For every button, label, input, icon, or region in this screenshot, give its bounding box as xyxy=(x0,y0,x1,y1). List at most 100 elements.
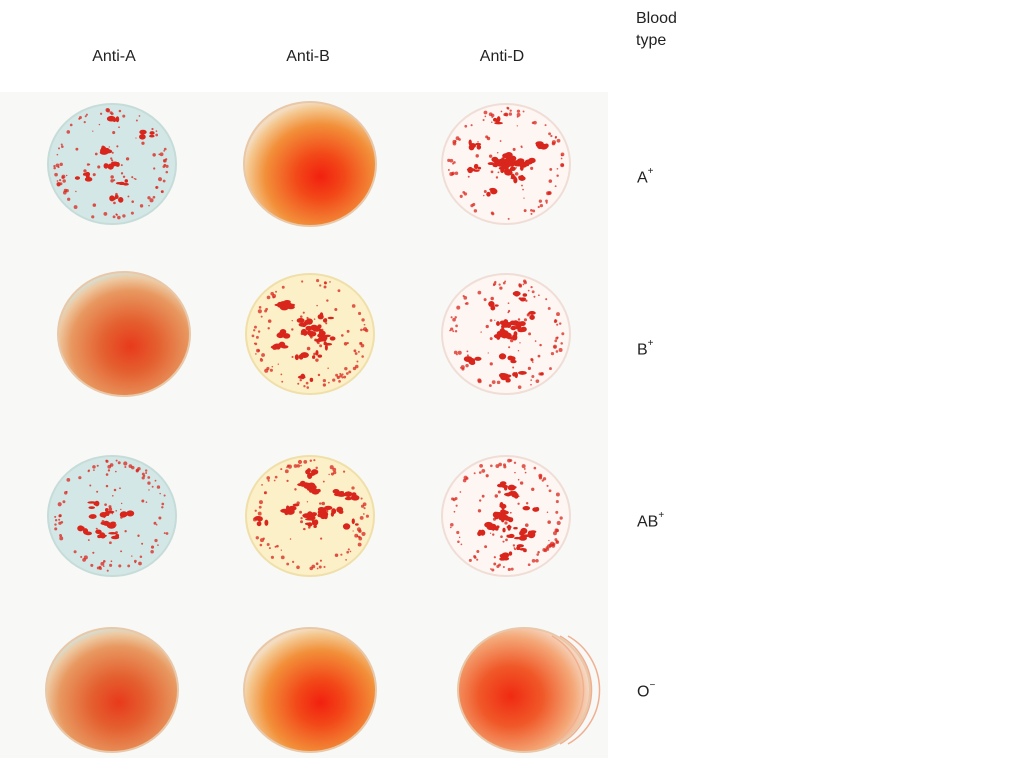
agglutinate-speck xyxy=(453,350,458,355)
agglutinate-clump xyxy=(499,557,506,561)
agglutinate-speck xyxy=(316,304,318,307)
agglutinate-speck xyxy=(450,522,454,527)
agglutinate-speck xyxy=(92,465,96,469)
agglutinate-clump xyxy=(474,356,482,361)
agglutinate-speck xyxy=(360,497,363,500)
agglutinate-speck xyxy=(454,330,458,333)
agglutinate-speck xyxy=(335,373,339,377)
agglutinate-speck xyxy=(510,517,513,520)
agglutinate-clump xyxy=(522,505,531,511)
agglutinate-speck xyxy=(321,501,326,506)
agglutinate-clump xyxy=(112,535,118,539)
row-label-a-positive: A+ xyxy=(637,166,654,187)
agglutinate-speck xyxy=(105,484,109,488)
agglutinate-speck xyxy=(316,567,319,570)
agglutinate-speck xyxy=(280,555,285,560)
agglutinate-speck xyxy=(99,112,103,115)
agglutinate-clump xyxy=(508,533,515,539)
agglutinate-speck xyxy=(322,378,327,383)
agglutinate-speck xyxy=(108,507,113,511)
agglutinate-clump xyxy=(475,142,482,146)
agglutinate-speck xyxy=(61,145,64,148)
agglutinate-speck xyxy=(518,495,520,497)
agglutinate-speck xyxy=(362,328,365,331)
agglutinate-speck xyxy=(98,123,101,126)
agglutinate-speck xyxy=(266,295,271,300)
agglutinate-clump xyxy=(473,169,480,172)
agglutinate-speck xyxy=(62,179,66,183)
agglutinate-speck xyxy=(527,563,531,567)
agglutinate-clump xyxy=(119,511,127,518)
agglutinate-speck xyxy=(291,319,293,322)
agglutinate-speck xyxy=(489,362,493,366)
agglutinate-speck xyxy=(512,147,516,151)
agglutinate-clump xyxy=(490,188,498,195)
agglutinate-speck xyxy=(455,136,460,141)
agglutinate-speck xyxy=(530,166,534,170)
agglutinate-speck xyxy=(306,512,310,516)
agglutinate-speck xyxy=(155,523,158,526)
agglutinate-speck xyxy=(310,513,313,515)
agglutinate-speck xyxy=(316,279,320,283)
agglutinate-speck xyxy=(101,520,105,524)
agglutinate-speck xyxy=(523,197,525,199)
agglutinate-speck xyxy=(125,157,130,161)
agglutinate-speck xyxy=(454,316,457,319)
agglutinate-speck xyxy=(299,510,303,514)
agglutinate-speck xyxy=(289,538,292,540)
agglutinate-speck xyxy=(523,467,526,470)
agglutinate-speck xyxy=(362,502,367,507)
agglutinate-clump xyxy=(344,496,353,501)
agglutinate-speck xyxy=(449,526,452,529)
agglutinate-speck xyxy=(273,479,276,482)
agglutinate-speck xyxy=(319,344,323,348)
agglutinate-speck xyxy=(325,322,328,325)
agglutinate-clump xyxy=(106,522,112,528)
agglutinate-speck xyxy=(78,476,82,480)
agglutinate-clump xyxy=(468,357,476,365)
agglutinate-speck xyxy=(75,190,77,193)
agglutinate-speck xyxy=(141,499,145,503)
agglutinate-speck xyxy=(78,117,81,120)
agglutinate-clump xyxy=(114,194,119,199)
agglutinate-clump xyxy=(499,553,506,558)
agglutinate-speck xyxy=(308,511,310,514)
agglutinate-speck xyxy=(546,484,549,487)
agglutinate-speck xyxy=(271,365,274,368)
agglutinate-speck xyxy=(65,174,68,177)
agglutinate-clump xyxy=(112,117,117,123)
agglutinate-speck xyxy=(478,471,482,474)
agglutinate-speck xyxy=(320,537,323,540)
agglutinate-speck xyxy=(365,514,369,518)
agglutinate-speck xyxy=(111,159,114,162)
agglutinate-speck xyxy=(455,504,458,507)
agglutinate-speck xyxy=(300,520,304,524)
agglutinate-speck xyxy=(514,471,516,474)
agglutinate-speck xyxy=(315,562,319,566)
agglutinate-clump xyxy=(467,166,474,174)
agglutinate-speck xyxy=(528,332,532,336)
agglutinate-speck xyxy=(124,530,127,533)
agglutinate-speck xyxy=(329,465,334,470)
agglutinate-speck xyxy=(504,521,508,525)
agglutinate-speck xyxy=(535,379,540,384)
agglutinate-speck xyxy=(483,189,487,193)
agglutinate-speck xyxy=(296,464,301,468)
agglutinate-speck xyxy=(558,347,563,352)
agglutinate-speck xyxy=(296,565,300,570)
agglutinate-clump xyxy=(332,489,340,494)
agglutinate-speck xyxy=(521,464,526,469)
agglutinate-speck xyxy=(551,141,556,146)
agglutinate-clump xyxy=(324,344,328,351)
agglutinate-speck xyxy=(531,375,535,379)
agglutinate-speck xyxy=(492,529,494,532)
agglutinate-speck xyxy=(302,311,305,314)
agglutinate-clump xyxy=(256,521,262,527)
agglutinate-speck xyxy=(554,339,558,343)
agglutinate-speck xyxy=(141,472,145,476)
agglutinate-speck xyxy=(553,345,556,349)
agglutinate-speck xyxy=(535,558,539,563)
agglutinate-speck xyxy=(508,170,512,174)
agglutinate-speck xyxy=(323,281,327,285)
agglutinate-speck xyxy=(259,543,263,547)
